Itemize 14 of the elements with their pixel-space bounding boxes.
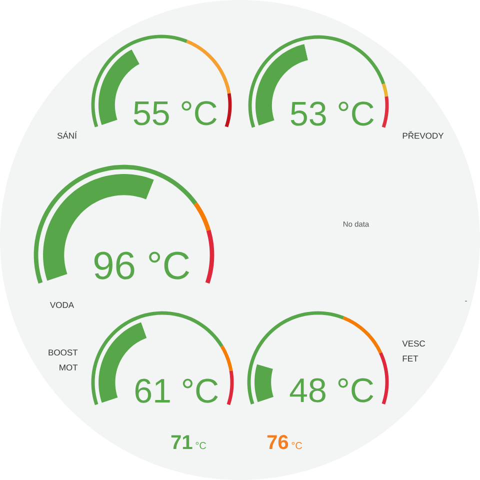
text: SÁNÍ — [57, 131, 77, 139]
text: 55 °C — [134, 101, 217, 126]
text: 48 °C — [290, 378, 374, 402]
text: VODA — [50, 302, 74, 308]
text: 96 °C — [94, 252, 190, 280]
text: VESC FET — [402, 340, 426, 362]
text: °C — [292, 442, 302, 450]
text: BOOST MOT — [48, 350, 78, 371]
text: 76 — [267, 435, 288, 450]
text: °C — [196, 442, 206, 450]
text: 53 °C — [290, 102, 374, 126]
text: 71 — [171, 435, 192, 450]
text: 61 °C — [135, 378, 218, 403]
text: PŘEVODY — [402, 131, 444, 139]
